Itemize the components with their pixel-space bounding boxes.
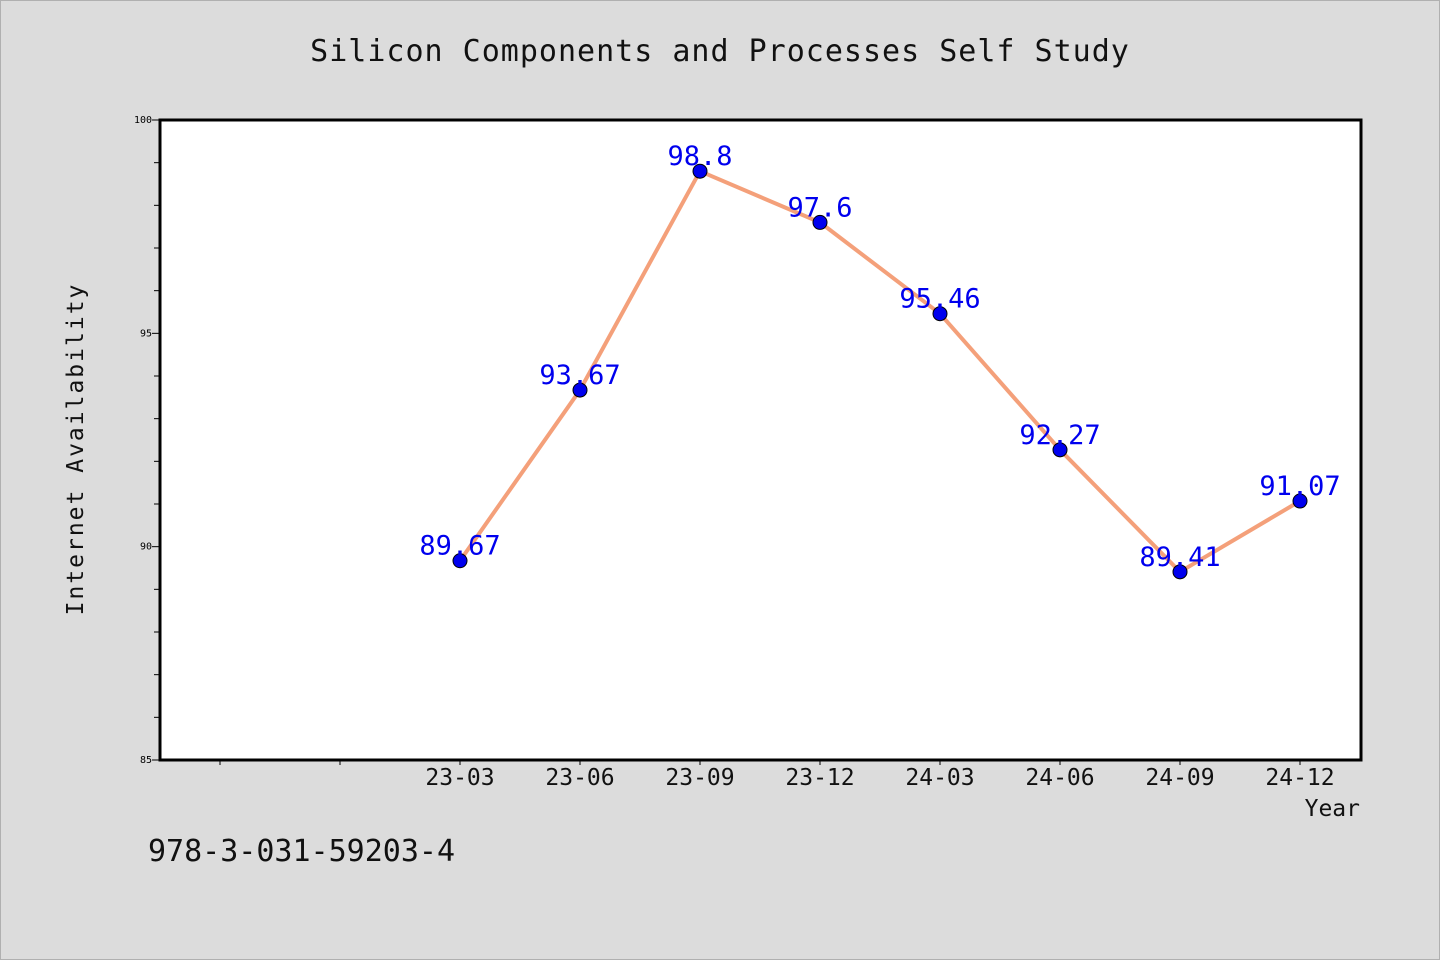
data-point (812, 214, 828, 230)
data-point (1172, 564, 1188, 580)
y-tick-label: 90 (140, 542, 152, 553)
data-label: 91.07 (1259, 471, 1340, 502)
y-tick-label: 100 (134, 115, 152, 126)
plot-area (158, 118, 1363, 762)
data-label: 89.41 (1139, 542, 1220, 573)
y-tick-label: 85 (140, 755, 152, 766)
data-point (572, 382, 588, 398)
x-tick-label: 24-03 (905, 765, 974, 791)
data-point (1292, 493, 1308, 509)
x-tick-label: 23-03 (425, 765, 494, 791)
data-point (932, 306, 948, 322)
x-tick-label: 23-09 (665, 765, 734, 791)
data-label: 97.6 (787, 192, 852, 223)
y-tick-label: 95 (140, 328, 152, 339)
data-label: 93.67 (539, 360, 620, 391)
data-label: 95.46 (899, 284, 980, 315)
x-axis-label: Year (1304, 796, 1360, 822)
data-label: 92.27 (1019, 420, 1100, 451)
chart-title: Silicon Components and Processes Self St… (310, 34, 1130, 69)
series-line (458, 169, 1302, 574)
data-point (1052, 442, 1068, 458)
x-tick-label: 23-06 (545, 765, 614, 791)
x-tick-label: 23-12 (785, 765, 854, 791)
data-label: 89.67 (419, 531, 500, 562)
x-tick-label: 24-06 (1025, 765, 1094, 791)
x-tick-label: 24-12 (1265, 765, 1334, 791)
x-tick-label: 24-09 (1145, 765, 1214, 791)
isbn-footnote: 978-3-031-59203-4 (148, 834, 456, 869)
data-label: 98.8 (667, 141, 732, 172)
data-point (452, 553, 468, 569)
data-point (692, 163, 708, 179)
